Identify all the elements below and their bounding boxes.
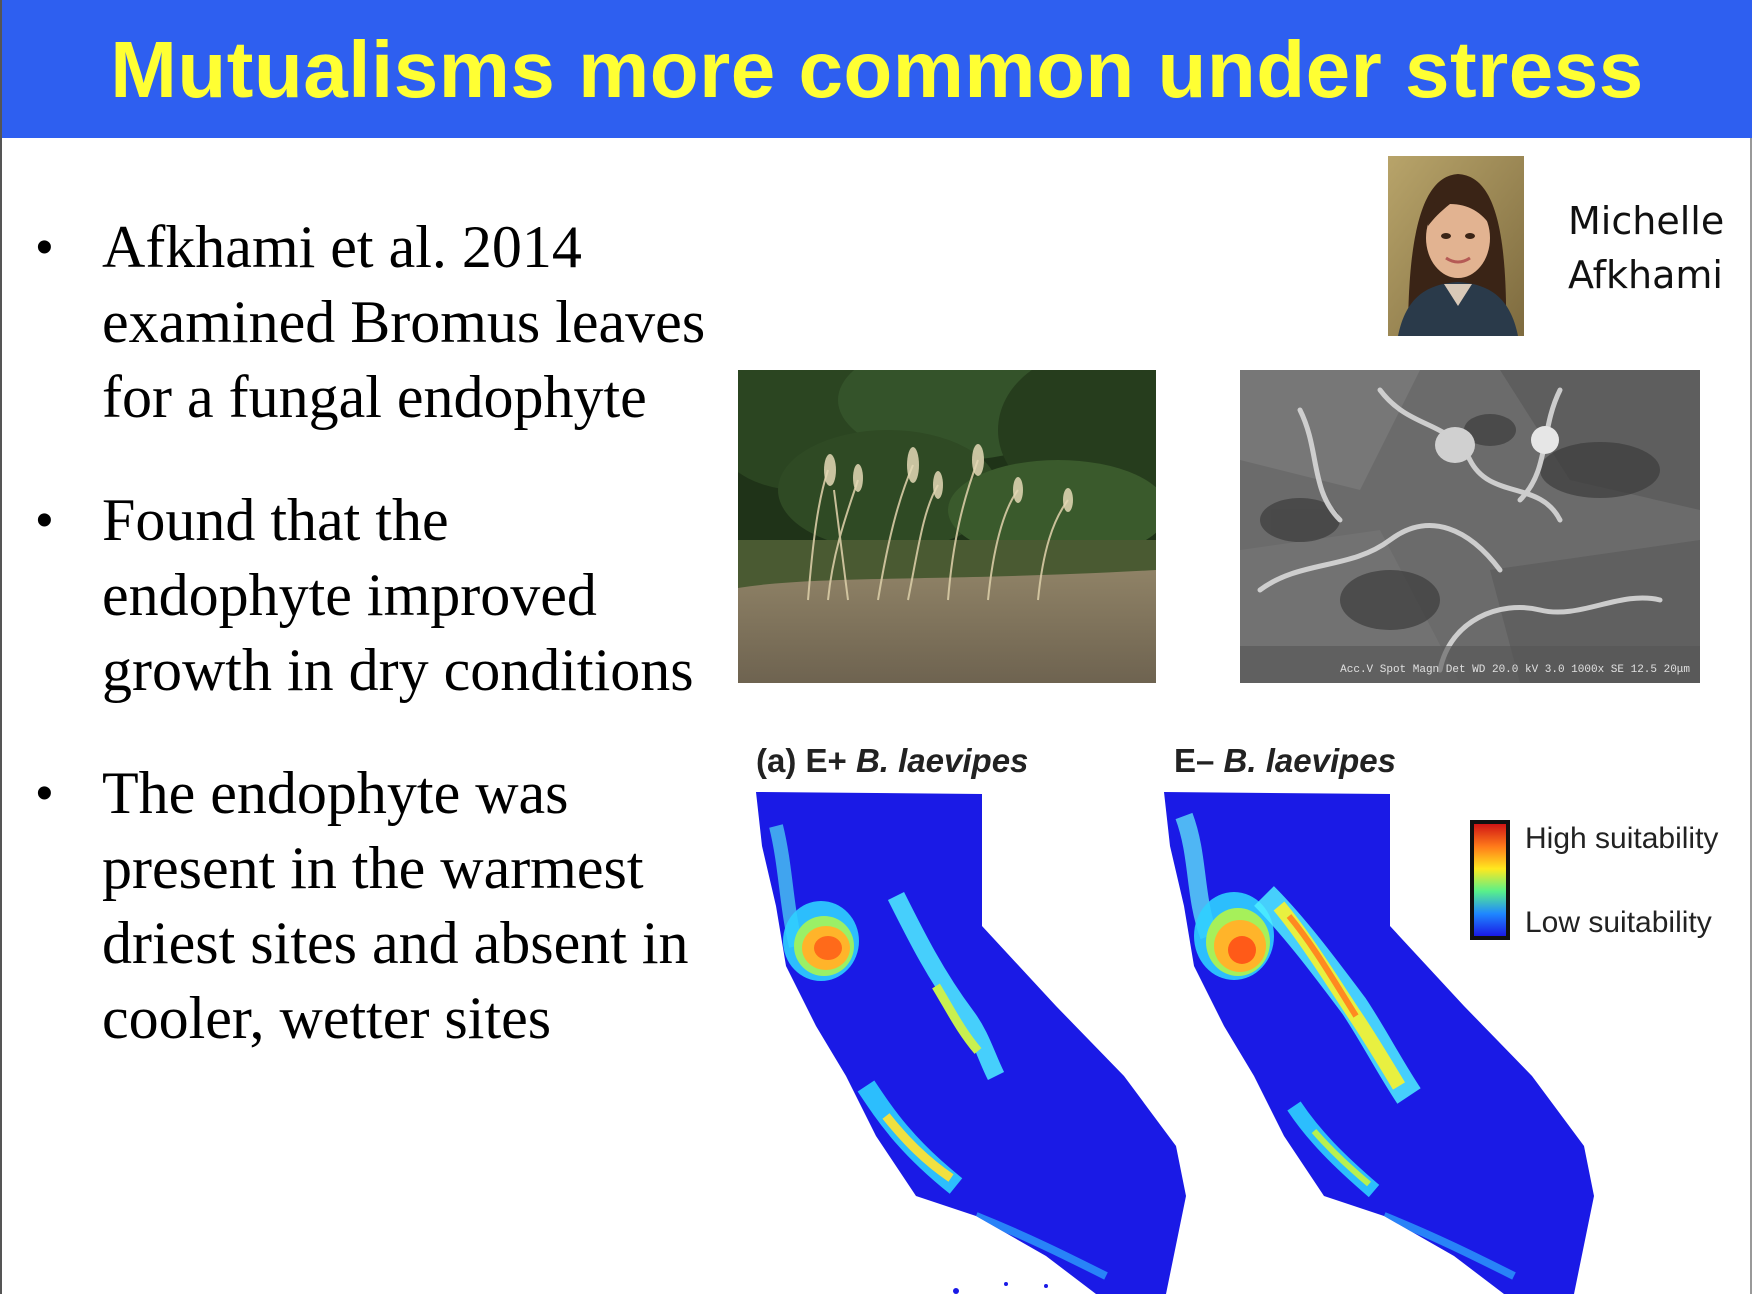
bullet-text-2: Found that the endophyte improved growth… — [102, 487, 694, 703]
bromus-grass-photo — [738, 370, 1156, 683]
slide-title: Mutualisms more common under stress — [110, 25, 1644, 114]
sem-micrograph: Acc.V Spot Magn Det WD 20.0 kV 3.0 1000x… — [1240, 370, 1700, 683]
map-label-e-plus: (a) E+ B. laevipes — [756, 742, 1028, 780]
suitability-map-e-plus — [756, 792, 1186, 1294]
map-label-e-plus-prefix: (a) E+ — [756, 742, 847, 779]
suitability-legend-gradient — [1470, 820, 1510, 940]
bullet-icon: • — [36, 767, 53, 820]
portrait-photo — [1388, 156, 1524, 336]
slide-left-border — [0, 0, 2, 1294]
bullet-text-3: The endophyte was present in the warmest… — [102, 760, 689, 1051]
map-label-e-minus: E– B. laevipes — [1174, 742, 1396, 780]
suitability-map-e-minus — [1164, 792, 1594, 1294]
bullet-item-2: • Found that the endophyte improved growt… — [30, 483, 710, 708]
bullet-text-1: Afkhami et al. 2014 examined Bromus leav… — [102, 214, 706, 430]
sem-scale-text: Acc.V Spot Magn Det WD 20.0 kV 3.0 1000x… — [1340, 664, 1690, 676]
bullet-list: • Afkhami et al. 2014 examined Bromus lea… — [30, 210, 710, 1104]
bullet-icon: • — [36, 221, 53, 274]
map-label-e-minus-prefix: E– — [1174, 742, 1215, 779]
person-name: Michelle Afkhami — [1568, 199, 1725, 297]
title-banner: Mutualisms more common under stress — [2, 0, 1752, 138]
legend-high-label: High suitability — [1525, 822, 1719, 855]
bullet-icon: • — [36, 494, 53, 547]
bullet-item-1: • Afkhami et al. 2014 examined Bromus lea… — [30, 210, 710, 435]
slide-right-border — [1750, 0, 1752, 1294]
map-label-e-plus-species: B. laevipes — [855, 742, 1029, 779]
bullet-item-3: • The endophyte was present in the warmes… — [30, 756, 710, 1056]
map-label-e-minus-species: B. laevipes — [1223, 742, 1396, 779]
legend-low-label: Low suitability — [1525, 906, 1712, 939]
